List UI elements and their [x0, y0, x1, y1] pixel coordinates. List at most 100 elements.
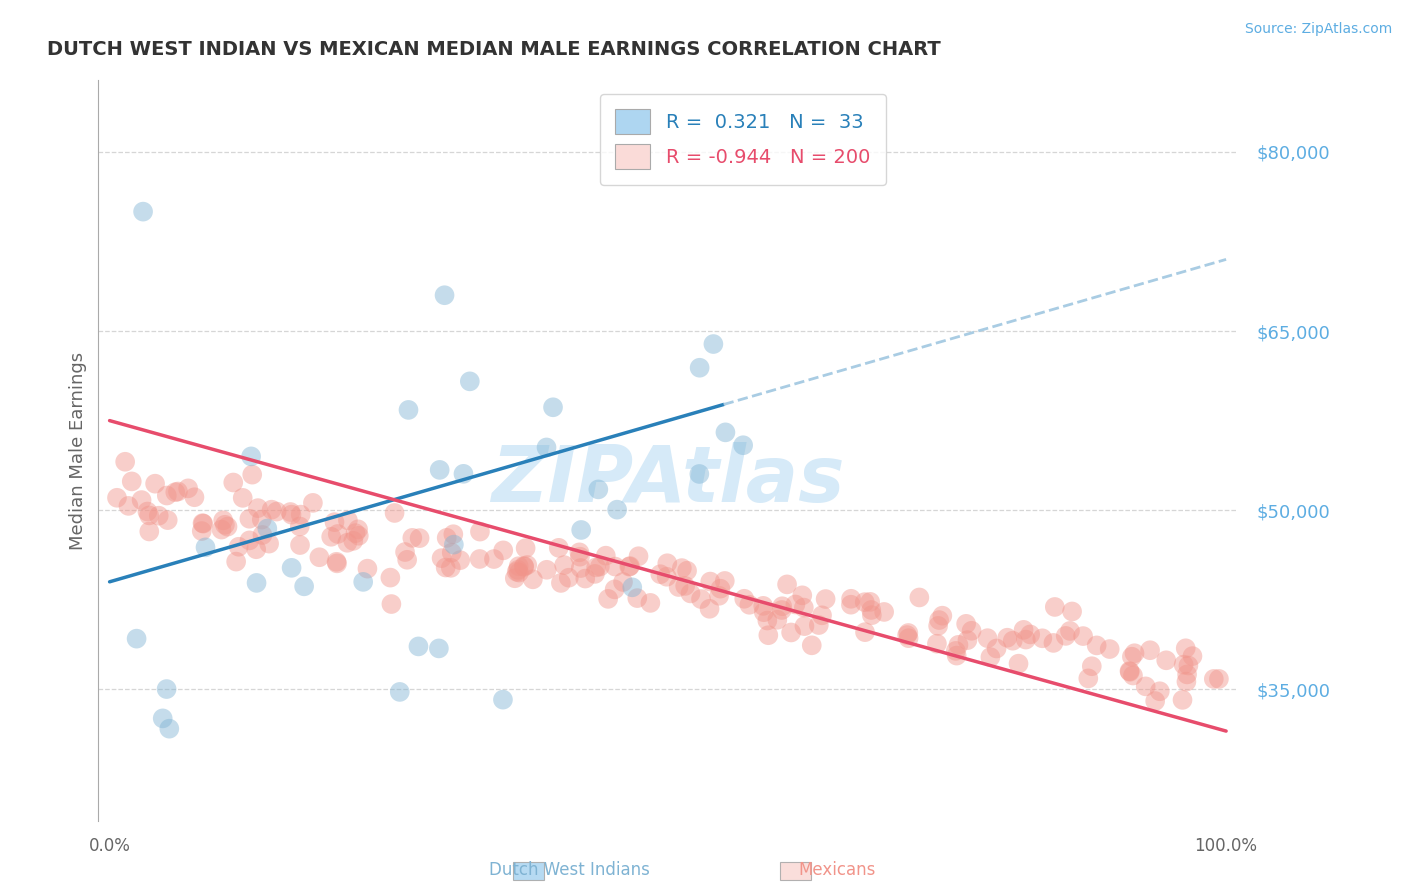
Point: [1144, 694, 1167, 708]
Point: [756, 614, 779, 628]
Point: [260, 502, 283, 516]
Point: [1085, 639, 1108, 653]
Point: [1081, 659, 1104, 673]
Point: [1123, 646, 1146, 660]
Legend: R =  0.321   N =  33, R = -0.944   N = 200: R = 0.321 N = 33, R = -0.944 N = 200: [600, 94, 886, 185]
Point: [627, 549, 650, 564]
Point: [302, 496, 325, 510]
Point: [522, 572, 544, 586]
Point: [228, 540, 250, 554]
Point: [453, 467, 475, 481]
Point: [506, 565, 529, 579]
Point: [148, 508, 170, 523]
Point: [323, 515, 346, 529]
Point: [860, 603, 883, 617]
Point: [569, 561, 592, 575]
Point: [336, 513, 359, 527]
Point: [1007, 657, 1029, 671]
Point: [897, 631, 920, 645]
Point: [352, 574, 374, 589]
Point: [288, 538, 311, 552]
Point: [250, 512, 273, 526]
Point: [657, 556, 679, 570]
Point: [558, 571, 581, 585]
Point: [194, 541, 217, 555]
Point: [440, 546, 463, 560]
Point: [396, 553, 419, 567]
Point: [288, 519, 311, 533]
Point: [839, 591, 862, 606]
Point: [513, 559, 536, 574]
Point: [690, 592, 713, 607]
Point: [408, 531, 430, 545]
Point: [780, 625, 803, 640]
Point: [986, 641, 1008, 656]
Point: [266, 505, 288, 519]
Text: Dutch West Indians: Dutch West Indians: [489, 861, 650, 879]
Point: [655, 570, 678, 584]
Point: [1122, 668, 1144, 682]
Point: [928, 613, 950, 627]
Point: [1015, 632, 1038, 647]
Point: [240, 467, 263, 482]
Point: [214, 517, 236, 532]
Point: [245, 575, 267, 590]
Point: [458, 375, 481, 389]
Point: [482, 552, 505, 566]
Point: [232, 491, 254, 505]
Point: [976, 631, 998, 645]
Point: [398, 403, 420, 417]
Point: [673, 579, 696, 593]
Point: [347, 529, 370, 543]
Point: [183, 490, 205, 504]
Point: [945, 644, 967, 658]
Point: [132, 204, 155, 219]
Point: [927, 619, 949, 633]
Point: [325, 555, 347, 569]
Point: [433, 288, 456, 302]
Point: [860, 608, 883, 623]
Point: [177, 481, 200, 495]
Point: [1135, 679, 1157, 693]
Point: [440, 561, 463, 575]
Point: [800, 638, 823, 652]
Point: [125, 632, 148, 646]
Point: [956, 633, 979, 648]
Point: [427, 641, 450, 656]
Point: [131, 493, 153, 508]
Point: [225, 555, 247, 569]
Point: [873, 605, 896, 619]
Point: [931, 608, 953, 623]
Point: [1042, 636, 1064, 650]
Point: [190, 524, 212, 538]
Point: [550, 576, 572, 591]
Point: [308, 550, 330, 565]
Point: [908, 591, 931, 605]
Point: [508, 559, 530, 574]
Point: [121, 475, 143, 489]
Point: [811, 608, 834, 623]
Text: DUTCH WEST INDIAN VS MEXICAN MEDIAN MALE EARNINGS CORRELATION CHART: DUTCH WEST INDIAN VS MEXICAN MEDIAN MALE…: [48, 40, 941, 59]
Point: [702, 337, 724, 351]
Point: [896, 628, 918, 642]
Point: [699, 574, 721, 589]
Point: [714, 574, 737, 588]
Point: [356, 561, 378, 575]
Point: [853, 625, 876, 640]
Point: [541, 401, 564, 415]
Point: [1019, 627, 1042, 641]
Point: [443, 538, 465, 552]
Point: [238, 512, 260, 526]
Point: [1098, 642, 1121, 657]
Point: [441, 527, 464, 541]
Point: [650, 567, 672, 582]
Point: [1062, 605, 1084, 619]
Point: [157, 722, 180, 736]
Point: [925, 637, 948, 651]
Point: [1118, 664, 1140, 678]
Point: [217, 519, 239, 533]
Point: [240, 450, 263, 464]
Point: [408, 640, 430, 654]
Point: [193, 516, 215, 531]
Point: [516, 558, 538, 572]
